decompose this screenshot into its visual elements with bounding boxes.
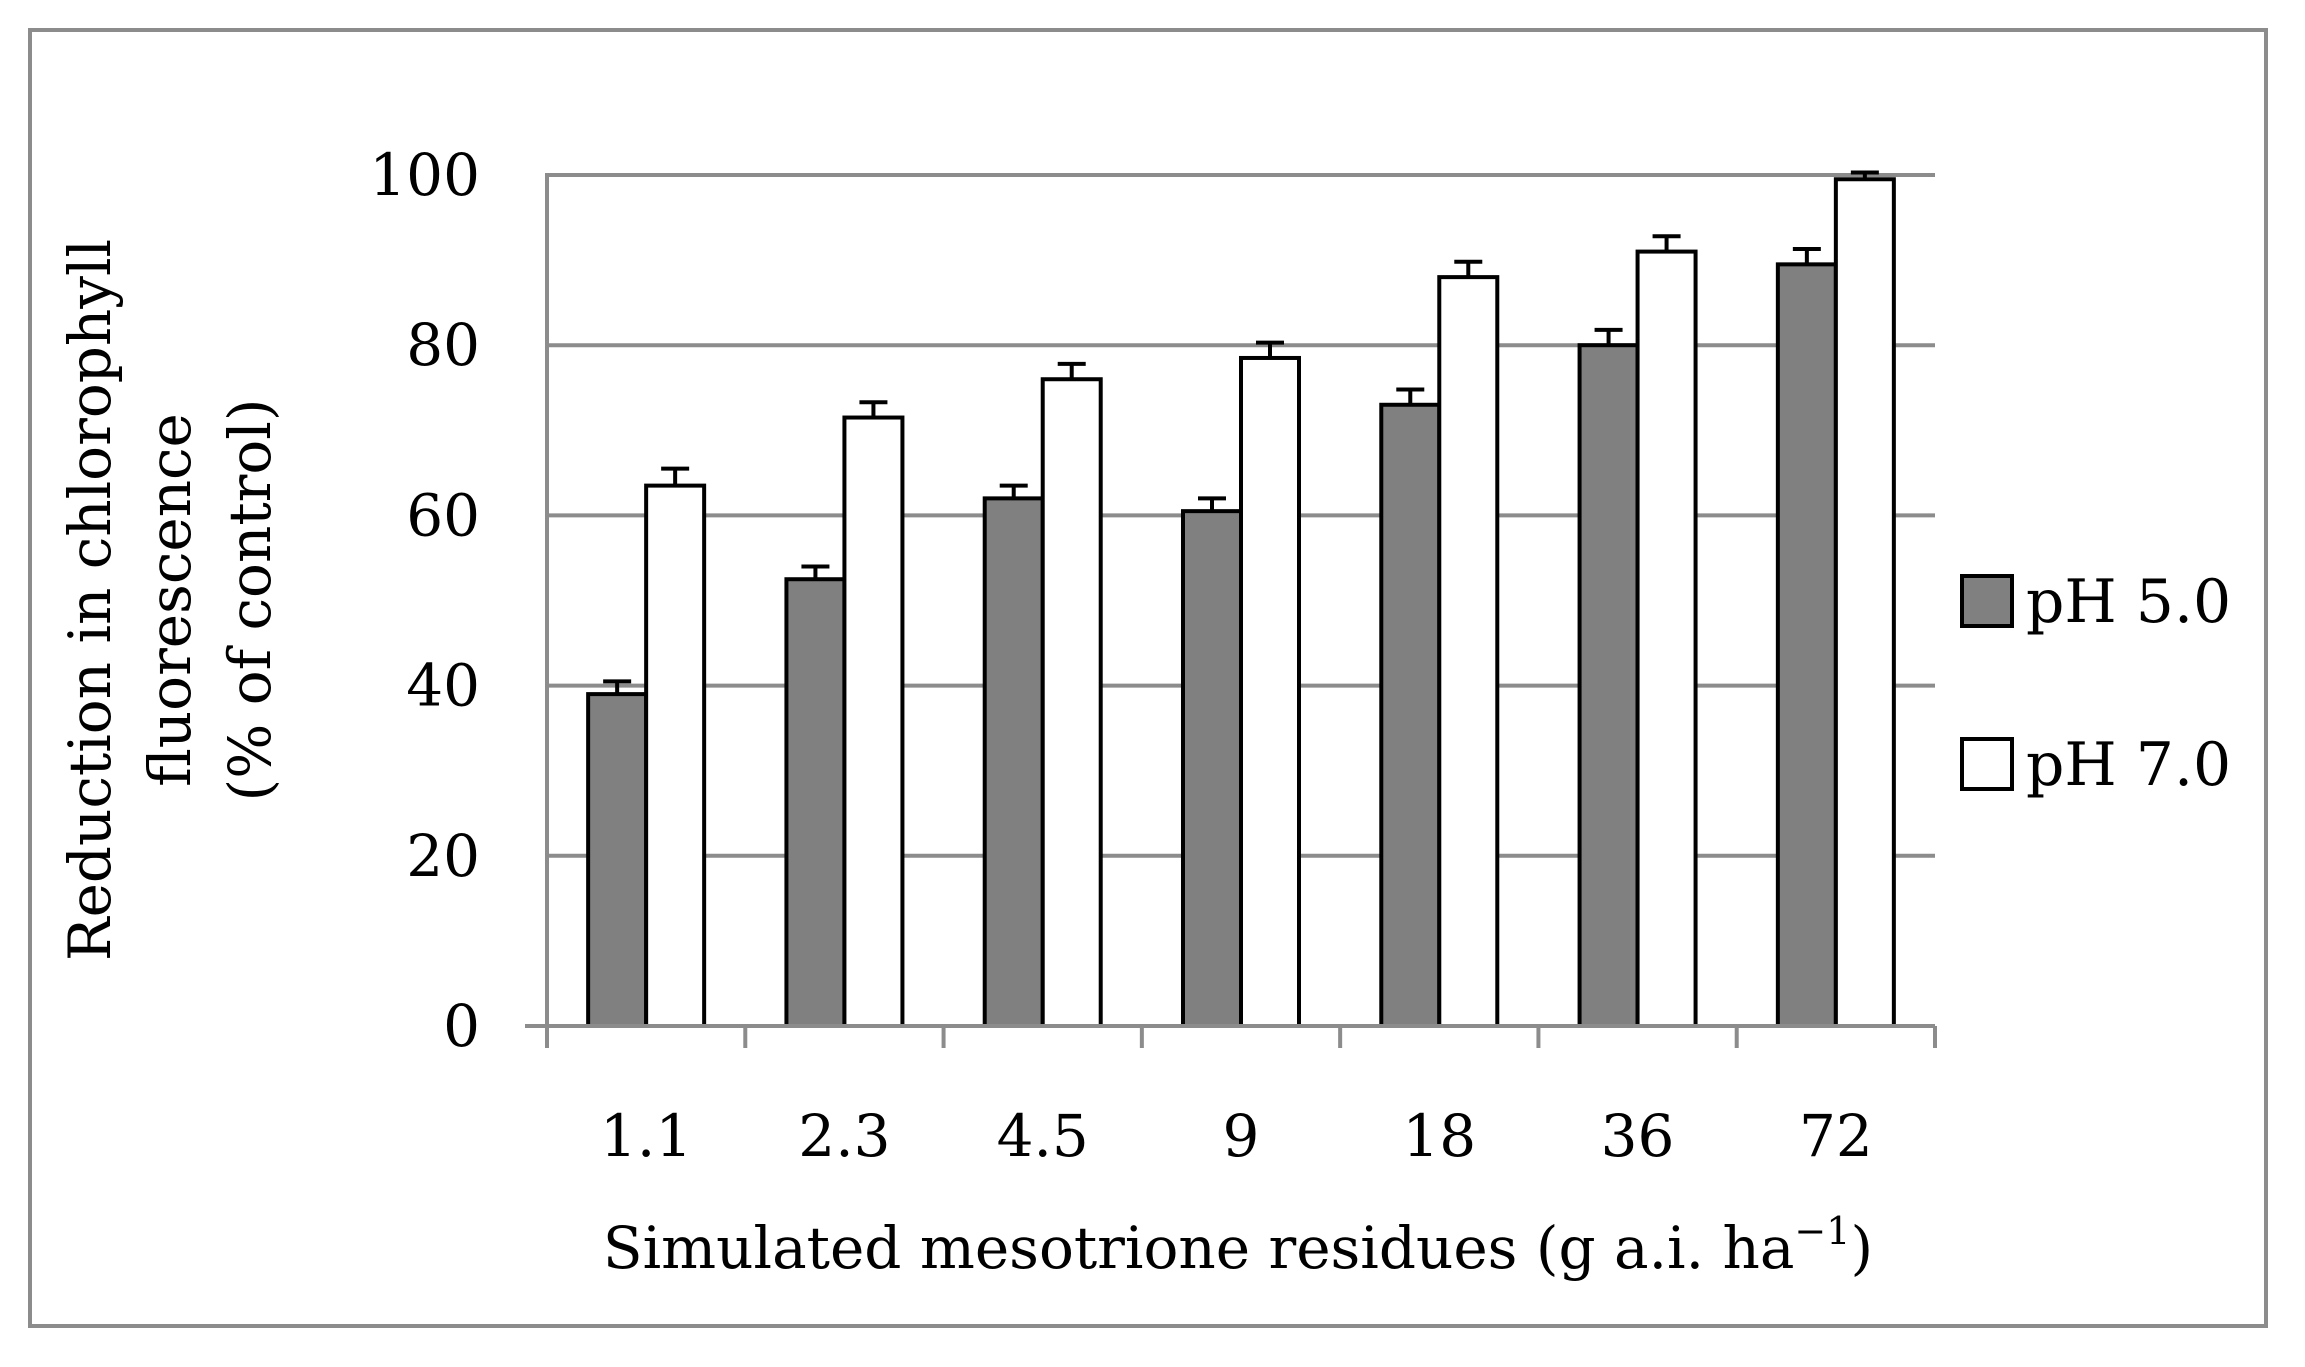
y-tick-label: 40	[406, 652, 480, 720]
legend-label: pH 7.0	[2026, 730, 2231, 800]
bar-ph5	[1181, 509, 1243, 1028]
bar-ph7	[1833, 177, 1896, 1028]
error-bars	[603, 170, 1879, 695]
bar-ph7	[1437, 275, 1500, 1028]
legend-swatch-ph5	[1960, 574, 2014, 628]
x-tick-labels: 1.1 2.3 4.5 9 18 36 72	[600, 1102, 1873, 1170]
x-tick-label: 2.3	[798, 1102, 890, 1170]
bar-ph7	[644, 483, 707, 1028]
x-axis-title-superscript: −1	[1794, 1209, 1850, 1253]
x-tick-label: 4.5	[997, 1102, 1089, 1170]
bar-ph5	[784, 577, 847, 1028]
y-tick-labels: 0 20 40 60 80 100	[369, 141, 480, 1060]
y-axis-title-line: (% of control)	[216, 399, 284, 802]
bar-ph5	[1577, 343, 1640, 1028]
bar-ph5	[1379, 402, 1442, 1028]
bar-ph7	[1040, 377, 1103, 1028]
x-tick-label: 18	[1402, 1102, 1476, 1170]
x-axis-title-text: Simulated mesotrione residues (g a.i. ha	[603, 1214, 1795, 1282]
y-tick-label: 60	[406, 481, 480, 549]
bars	[586, 177, 1896, 1029]
bar-ph7	[842, 415, 905, 1029]
legend-swatch-ph7	[1960, 737, 2014, 791]
y-tick-label: 20	[406, 822, 480, 890]
x-tick-label: 72	[1799, 1102, 1873, 1170]
bar-ph7	[1635, 249, 1698, 1028]
bar-ph7	[1239, 355, 1301, 1028]
x-axis-title: Simulated mesotrione residues (g a.i. ha…	[603, 1209, 1873, 1282]
legend-label: pH 5.0	[2026, 567, 2231, 637]
axes	[525, 173, 1937, 1048]
legend: pH 5.0 pH 7.0	[1960, 567, 2231, 800]
y-axis-title-line: fluorescence	[136, 413, 204, 787]
y-axis-title: Reduction in chlorophyll fluorescence (% o…	[56, 239, 284, 961]
y-tick-label: 80	[406, 311, 480, 379]
y-axis-title-line: Reduction in chlorophyll	[56, 239, 124, 961]
x-tick-label: 1.1	[600, 1102, 692, 1170]
x-axis-title-end: )	[1850, 1214, 1873, 1282]
bar-ph5	[1775, 262, 1838, 1029]
y-tick-label: 100	[369, 141, 480, 209]
bar-ph5	[982, 496, 1045, 1028]
bar-ph5	[586, 692, 649, 1028]
y-tick-label: 0	[443, 992, 480, 1060]
x-tick-label: 9	[1223, 1102, 1260, 1170]
x-tick-label: 36	[1601, 1102, 1675, 1170]
